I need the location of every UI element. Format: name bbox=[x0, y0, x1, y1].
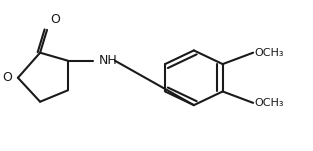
Text: O: O bbox=[3, 71, 13, 84]
Text: NH: NH bbox=[98, 54, 117, 67]
Text: OCH₃: OCH₃ bbox=[254, 98, 284, 108]
Text: O: O bbox=[50, 13, 60, 26]
Text: OCH₃: OCH₃ bbox=[254, 48, 284, 58]
